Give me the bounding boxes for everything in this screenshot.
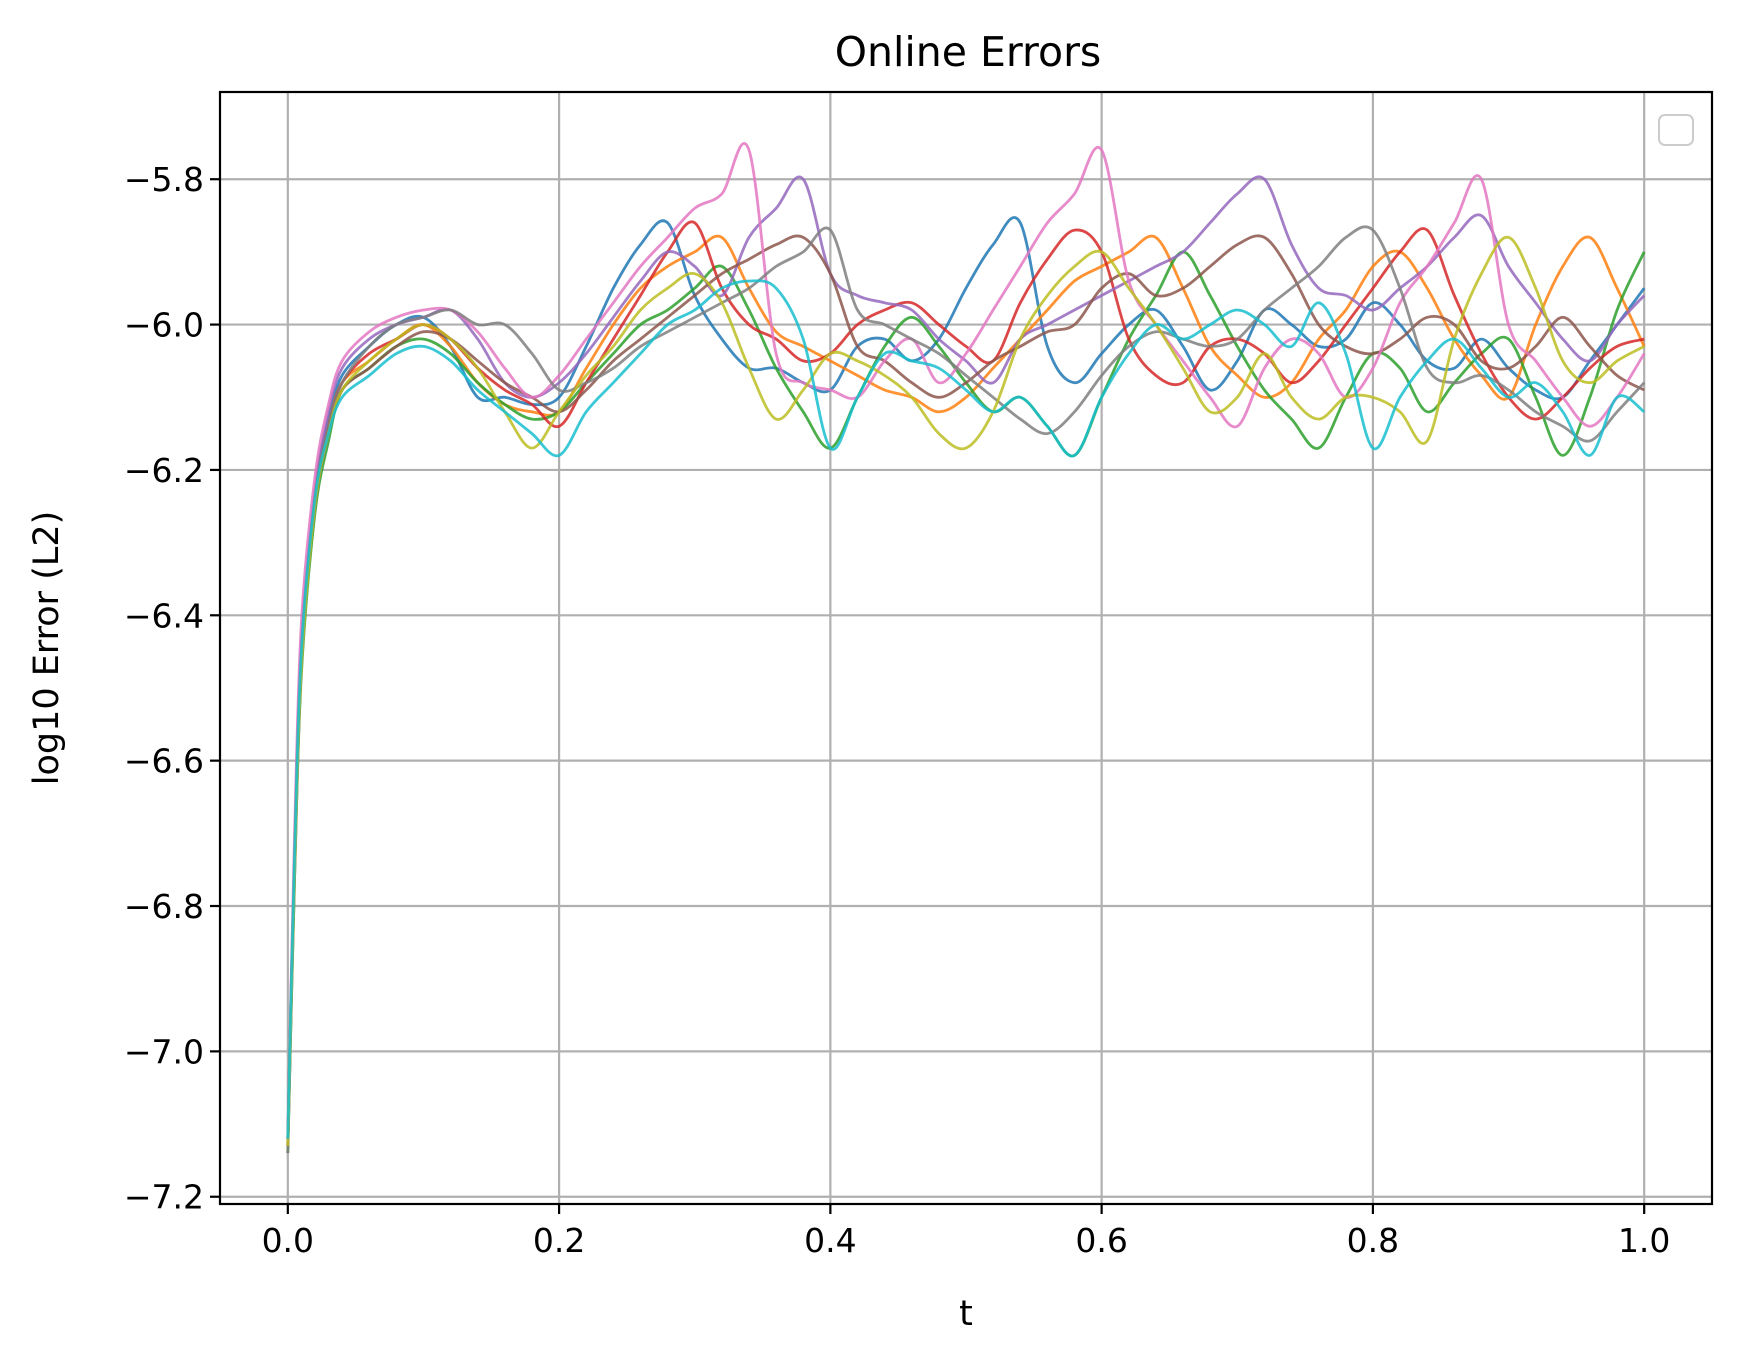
series-line-6 <box>286 234 1645 1146</box>
x-tick-label: 0.8 <box>1347 1221 1399 1260</box>
plot-frame <box>218 90 1714 1206</box>
series-line-10 <box>286 279 1646 1139</box>
y-tick-label: −5.8 <box>124 160 204 199</box>
grid-lines <box>220 92 1712 1204</box>
y-tick-label: −6.0 <box>124 306 204 345</box>
x-tick-label: 0.0 <box>262 1221 314 1260</box>
x-tick-label: 0.2 <box>533 1221 585 1260</box>
y-axis-label: log10 Error (L2) <box>27 511 67 786</box>
series-line-8 <box>286 225 1646 1154</box>
y-tick-label: −6.4 <box>124 596 204 635</box>
series-layer <box>286 142 1646 1154</box>
x-axis-label: t <box>959 1294 973 1334</box>
x-tick-label: 0.4 <box>804 1221 856 1260</box>
y-tick-label: −6.6 <box>124 742 204 781</box>
y-tick-label: −6.2 <box>124 451 204 490</box>
x-tick-label: 1.0 <box>1618 1221 1670 1260</box>
y-tick-label: −6.8 <box>124 887 204 926</box>
chart-title: Online Errors <box>835 28 1102 76</box>
y-tick-label: −7.2 <box>124 1178 204 1217</box>
x-axis-ticks: 0.0 0.2 0.4 0.6 0.8 1.0 <box>262 1204 1670 1260</box>
series-line-9 <box>286 235 1645 1146</box>
series-line-7 <box>286 142 1646 1139</box>
legend-box <box>1658 114 1694 146</box>
x-tick-label: 0.6 <box>1075 1221 1127 1260</box>
y-tick-label: −7.0 <box>124 1032 204 1071</box>
y-axis-ticks: −7.2 −7.0 −6.8 −6.6 −6.4 −6.2 −6.0 −5.8 <box>124 160 220 1217</box>
